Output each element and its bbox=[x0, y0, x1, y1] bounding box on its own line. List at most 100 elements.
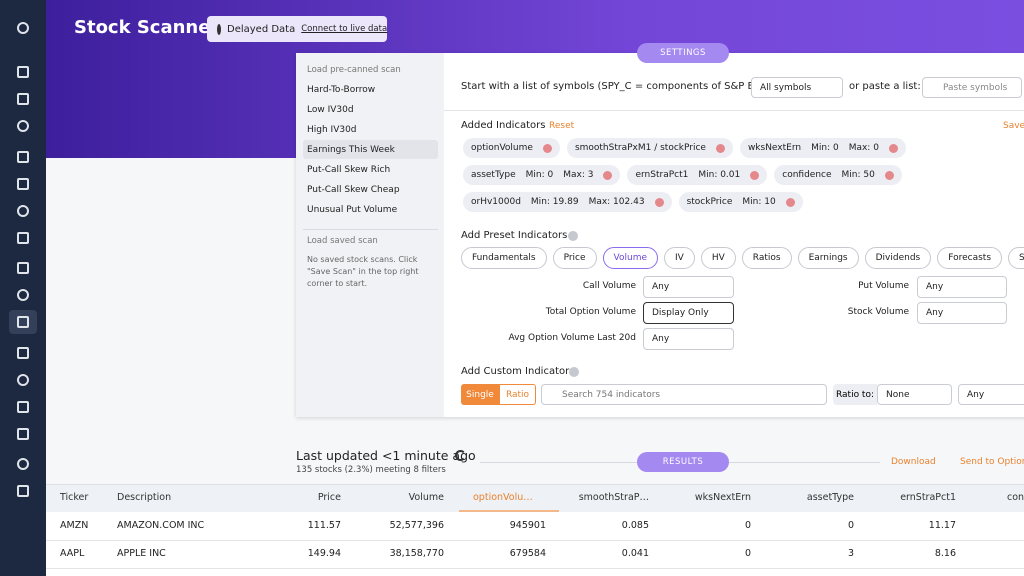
any-select[interactable]: Any bbox=[958, 384, 1024, 405]
nav-icon[interactable] bbox=[17, 178, 29, 190]
send-link[interactable]: Send to Option bbox=[960, 457, 1024, 467]
indicator-chip: assetType Min: 0 Max: 3 bbox=[463, 165, 621, 185]
scan-item[interactable]: High IV30d bbox=[307, 125, 357, 135]
indicator-chip: ernStraPct1 Min: 0.01 bbox=[627, 165, 768, 185]
scan-item[interactable]: Low IV30d bbox=[307, 105, 354, 115]
column-header[interactable]: smoothStraP… bbox=[578, 492, 649, 503]
nav-icon[interactable] bbox=[17, 316, 29, 328]
column-header[interactable]: Price bbox=[317, 492, 341, 503]
column-header[interactable]: wksNextErn bbox=[694, 492, 751, 503]
nav-icon[interactable] bbox=[17, 458, 29, 470]
table-cell: 679584 bbox=[509, 548, 546, 559]
preset-tab[interactable]: Price bbox=[552, 247, 597, 269]
paste-input[interactable]: Paste symbols bbox=[922, 77, 1022, 98]
preset-tab[interactable]: Skew bbox=[1008, 247, 1024, 269]
column-header[interactable]: optionVolu… bbox=[473, 492, 533, 503]
chip-remove[interactable] bbox=[654, 197, 664, 207]
nav-icon[interactable] bbox=[17, 485, 29, 497]
row-line bbox=[46, 568, 1024, 569]
saved-note: "Save Scan" in the top right bbox=[307, 267, 419, 276]
nav-active bbox=[9, 310, 37, 334]
ratio-label: Ratio to: bbox=[833, 384, 877, 405]
nav-icon[interactable] bbox=[17, 205, 29, 217]
preset-tab[interactable]: Ratios bbox=[741, 247, 792, 269]
save-link[interactable]: Save bbox=[1003, 121, 1024, 131]
indicator-search[interactable]: Search 754 indicators bbox=[541, 384, 827, 405]
scan-item[interactable]: Hard-To-Borrow bbox=[307, 85, 376, 95]
settings-tab[interactable]: SETTINGS bbox=[637, 43, 729, 63]
column-header[interactable]: Volume bbox=[408, 492, 444, 503]
field-select[interactable]: Any bbox=[917, 302, 1007, 324]
chip-remove[interactable] bbox=[884, 170, 894, 180]
chip-min: Min: 0.01 bbox=[698, 170, 741, 180]
column-header[interactable]: Ticker bbox=[60, 492, 89, 503]
chip-remove[interactable] bbox=[750, 170, 760, 180]
chip-row: optionVolume smoothStraPxM1 / stockPrice w… bbox=[463, 138, 906, 158]
table-cell: 0.085 bbox=[621, 520, 649, 531]
column-header[interactable]: assetType bbox=[806, 492, 854, 503]
nav-icon[interactable] bbox=[17, 428, 29, 440]
table-body-bg bbox=[46, 512, 1024, 576]
symbols-select[interactable]: All symbols bbox=[751, 77, 843, 98]
column-header[interactable]: ernStraPct1 bbox=[900, 492, 956, 503]
nav-icon[interactable] bbox=[17, 289, 29, 301]
scan-item[interactable]: Put-Call Skew Cheap bbox=[307, 185, 400, 195]
indicator-chip: wksNextErn Min: 0 Max: 0 bbox=[739, 138, 906, 158]
nav-icon[interactable] bbox=[17, 374, 29, 386]
table-cell: 111.57 bbox=[307, 520, 341, 531]
results-tab[interactable]: RESULTS bbox=[637, 452, 729, 472]
nav-icon[interactable] bbox=[17, 347, 29, 359]
preset-tab[interactable]: IV bbox=[664, 247, 695, 269]
sidebar-heading: Load pre-canned scan bbox=[307, 65, 401, 75]
reset-link[interactable]: Reset bbox=[549, 121, 575, 131]
preset-tab[interactable]: Fundamentals bbox=[461, 247, 547, 269]
preset-tab[interactable]: Dividends bbox=[864, 247, 932, 269]
badge-icon bbox=[217, 23, 221, 35]
preset-tab[interactable]: Forecasts bbox=[937, 247, 1003, 269]
scan-item[interactable]: Put-Call Skew Rich bbox=[307, 165, 391, 175]
chip-remove[interactable] bbox=[603, 170, 613, 180]
chip-name: ernStraPct1 bbox=[635, 170, 689, 180]
nav-icon[interactable] bbox=[17, 93, 29, 105]
scan-item[interactable]: Unusual Put Volume bbox=[307, 205, 398, 215]
toggle-single[interactable]: Single bbox=[461, 384, 499, 405]
indicator-chip: confidence Min: 50 bbox=[774, 165, 902, 185]
nav-icon[interactable] bbox=[17, 151, 29, 163]
nav-icon[interactable] bbox=[17, 401, 29, 413]
refresh-icon[interactable] bbox=[455, 450, 466, 461]
column-header[interactable]: Description bbox=[117, 492, 172, 503]
ratio-select[interactable]: None bbox=[877, 384, 952, 405]
nav-icon[interactable] bbox=[17, 262, 29, 274]
field-label: Stock Volume bbox=[847, 307, 909, 317]
preset-tab[interactable]: HV bbox=[700, 247, 736, 269]
chip-remove[interactable] bbox=[888, 143, 898, 153]
chip-remove[interactable] bbox=[542, 143, 552, 153]
column-header[interactable]: con bbox=[1007, 492, 1024, 503]
chip-remove[interactable] bbox=[715, 143, 725, 153]
nav-icon[interactable] bbox=[17, 22, 29, 34]
table-header-bg bbox=[46, 484, 1024, 512]
field-select[interactable]: Any bbox=[917, 276, 1007, 298]
custom-title: Add Custom Indicator bbox=[461, 366, 570, 377]
field-select[interactable]: Any bbox=[643, 328, 734, 350]
download-link[interactable]: Download bbox=[891, 457, 936, 467]
chip-name: orHv1000d bbox=[471, 197, 521, 207]
scan-active bbox=[303, 140, 438, 159]
table-cell: 3 bbox=[847, 548, 854, 559]
toggle-ratio[interactable]: Ratio bbox=[499, 384, 536, 405]
nav-icon[interactable] bbox=[17, 120, 29, 132]
symbols-label: Start with a list of symbols (SPY_C = co… bbox=[461, 81, 773, 92]
table-cell: AAPL bbox=[60, 548, 85, 559]
scan-item[interactable]: Earnings This Week bbox=[307, 145, 395, 155]
saved-heading: Load saved scan bbox=[307, 236, 378, 246]
nav-icon[interactable] bbox=[17, 232, 29, 244]
nav-icon[interactable] bbox=[17, 66, 29, 78]
saved-note: No saved stock scans. Click bbox=[307, 255, 418, 264]
chip-remove[interactable] bbox=[785, 197, 795, 207]
field-select[interactable]: Any bbox=[643, 276, 734, 298]
preset-tab[interactable]: Earnings bbox=[797, 247, 859, 269]
live-link[interactable]: Connect to live data bbox=[301, 24, 388, 34]
field-select[interactable]: Display Only bbox=[643, 302, 734, 324]
chip-name: confidence bbox=[782, 170, 832, 180]
preset-tab[interactable]: Volume bbox=[602, 247, 659, 269]
